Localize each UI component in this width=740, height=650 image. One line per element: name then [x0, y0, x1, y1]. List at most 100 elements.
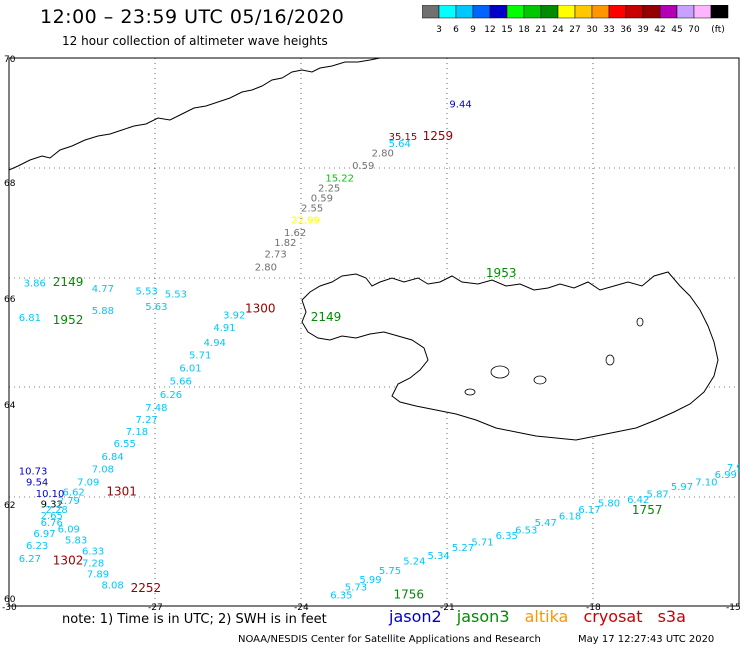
- map-frame: [8, 57, 740, 607]
- wave-height-value: 22.99: [291, 215, 320, 226]
- wave-height-value: 6.33: [82, 546, 104, 557]
- wave-height-value: 6.23: [26, 541, 48, 552]
- wave-height-value: 7.48: [145, 403, 167, 414]
- lat-tick-label: 66: [4, 295, 16, 305]
- wave-height-value: 4.94: [204, 338, 226, 349]
- wave-height-value: 6.62: [63, 487, 85, 498]
- color-swatch: [472, 5, 491, 19]
- wave-height-value: 15.22: [325, 173, 354, 184]
- lat-tick-label: 60: [4, 595, 16, 605]
- pass-time-code: 1953: [486, 266, 517, 280]
- wave-height-value: 6.42: [627, 495, 649, 506]
- wave-height-value: 1.62: [284, 228, 306, 239]
- wave-height-value: 5.47: [535, 518, 557, 529]
- wave-height-value: 5.75: [379, 566, 401, 577]
- footer-note: note: 1) Time is in UTC; 2) SWH is in fe…: [62, 612, 327, 627]
- pass-time-code: 1757: [632, 503, 663, 517]
- color-scale-legend: 3 6 9 12 15 18 21 24 27 30 33 36 39 42 45 70 (ft): [422, 5, 729, 35]
- satellite-jason2: jason2: [389, 607, 442, 626]
- wave-height-value: 4.91: [213, 323, 235, 334]
- satellite-legend: jason2 jason3 altika cryosat s3a: [389, 607, 696, 626]
- wave-height-labels: 9.4435.155.642.800.5915.222.250.592.5522…: [19, 99, 740, 601]
- wave-height-value: 5.83: [65, 536, 87, 547]
- color-swatch: [676, 5, 695, 19]
- color-swatch: [540, 5, 559, 19]
- lat-tick-label: 68: [4, 179, 16, 189]
- wave-height-value: 2.28: [46, 505, 68, 516]
- wave-height-value: 7.9: [727, 463, 740, 474]
- wave-height-value: 5.66: [170, 377, 192, 388]
- wave-height-value: 2.25: [318, 184, 340, 195]
- wave-height-value: 7.28: [82, 559, 104, 570]
- satellite-jason3: jason3: [456, 607, 510, 626]
- color-tick-label: 42: [654, 25, 665, 35]
- wave-height-value: 7.27: [136, 415, 158, 426]
- color-tick-label: 45: [671, 25, 682, 35]
- lon-tick-label: -15: [726, 603, 740, 613]
- wave-height-value: 1.82: [274, 238, 296, 249]
- greenland-coastline: [8, 57, 381, 171]
- color-swatch: [693, 5, 712, 19]
- wave-height-value: 10.10: [36, 489, 65, 500]
- color-tick-label: 30: [586, 25, 598, 35]
- color-swatch: [489, 5, 508, 19]
- wave-height-value: 8.08: [101, 580, 123, 591]
- wave-height-value: 6.84: [101, 452, 123, 463]
- wave-height-value: 5.34: [428, 551, 450, 562]
- color-tick-label: 39: [637, 25, 649, 35]
- pass-time-code: 1300: [245, 301, 276, 315]
- color-tick-label: 12: [484, 25, 495, 35]
- pass-time-code: 2149: [53, 275, 84, 289]
- pass-time-code: 1952: [53, 313, 84, 327]
- wave-height-value: 35.15: [389, 132, 418, 143]
- color-swatch: [455, 5, 474, 19]
- wave-height-value: 9.44: [449, 99, 471, 110]
- latitude-axis: 70 68 66 64 62 60: [4, 55, 16, 605]
- wave-height-value: 5.71: [189, 350, 211, 361]
- wave-height-value: 6.17: [578, 505, 600, 516]
- wave-height-value: 7.08: [92, 464, 114, 475]
- color-tick-label: 21: [535, 25, 546, 35]
- color-tick-label: 3: [436, 25, 442, 35]
- pass-time-code: 1302: [53, 553, 84, 567]
- color-tick-label: 9: [470, 25, 476, 35]
- pass-time-code: 1756: [393, 587, 424, 601]
- color-tick-label: 24: [552, 25, 564, 35]
- color-tick-label: 36: [620, 25, 632, 35]
- lon-tick-label: -18: [586, 603, 601, 613]
- color-swatch: [608, 5, 627, 19]
- wave-height-value: 7.18: [126, 427, 148, 438]
- longitude-axis: -30 -27 -24 -21 -18 -15: [2, 603, 740, 613]
- color-swatch: [625, 5, 644, 19]
- iceland-coastline: [301, 271, 719, 441]
- color-swatch: [574, 5, 593, 19]
- lon-tick-label: -21: [440, 603, 455, 613]
- wave-height-value: 10.73: [19, 466, 48, 477]
- wave-height-value: 6.76: [41, 518, 63, 529]
- wave-height-value: 5.97: [671, 482, 693, 493]
- wave-height-value: 2.65: [41, 511, 63, 522]
- wave-height-value: 2.73: [265, 249, 287, 260]
- graticule: [9, 58, 739, 606]
- wave-height-value: 7.10: [695, 477, 717, 488]
- color-swatch: [422, 5, 440, 19]
- wave-height-value: 3.92: [223, 310, 245, 321]
- credit-line: NOAA/NESDIS Center for Satellite Applica…: [238, 634, 541, 645]
- color-swatch: [506, 5, 525, 19]
- wave-height-value: 5.53: [136, 287, 158, 298]
- color-swatch: [591, 5, 610, 19]
- wave-height-value: 6.09: [58, 525, 80, 536]
- wave-height-value: 5.88: [92, 306, 114, 317]
- lon-tick-label: -24: [294, 603, 309, 613]
- pass-time-labels: 1259 2149 1952 1300 2149 1953 1301 1302 2252 1756…: [53, 129, 663, 601]
- wave-height-value: 5.27: [452, 543, 474, 554]
- color-tick-label: 6: [453, 25, 459, 35]
- wave-height-value: 0.59: [311, 194, 333, 205]
- wave-height-value: 6.97: [33, 529, 55, 540]
- wave-height-value: 2.79: [58, 496, 80, 507]
- color-unit-label: (ft): [711, 25, 725, 35]
- color-tick-label: 18: [518, 25, 530, 35]
- wave-height-value: 5.64: [389, 139, 411, 150]
